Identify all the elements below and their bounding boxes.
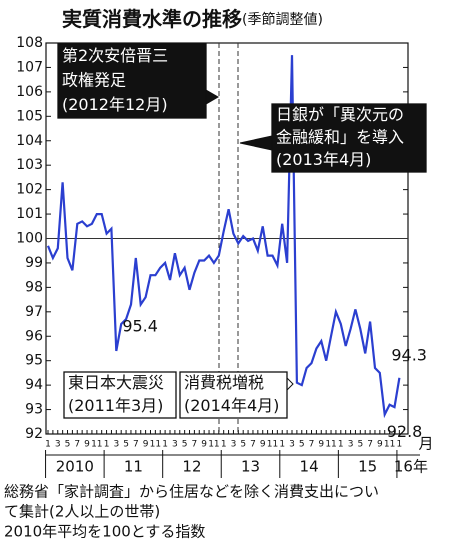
year-label: 12 [182, 458, 201, 476]
y-tick-label: 100 [16, 231, 43, 247]
y-tick-label: 104 [16, 133, 43, 149]
y-tick-label: 94 [25, 377, 43, 393]
x-tick-label: 5 [240, 440, 246, 450]
x-tick-label: 5 [357, 440, 363, 450]
year-label: 13 [241, 458, 260, 476]
x-tick-label: 1 [279, 440, 285, 450]
annotation-box [63, 371, 177, 419]
annotation-text: (2014年4月) [184, 396, 279, 415]
x-tick-label: 11 [384, 440, 395, 450]
note: 2010年平均を100とする指数 [4, 523, 205, 541]
annotation-text: (2011年3月) [68, 396, 163, 415]
year-label: 2010 [56, 458, 94, 476]
x-tick-label: 3 [289, 440, 295, 450]
y-tick-label: 102 [16, 182, 43, 198]
x-tick-label: 3 [113, 440, 119, 450]
x-tick-label: 1 [338, 440, 344, 450]
y-tick-label: 92 [25, 426, 43, 442]
x-tick-label: 7 [133, 440, 139, 450]
annotation-text: 金融緩和」を導入 [276, 128, 404, 147]
y-tick-label: 96 [25, 328, 43, 344]
y-tick-label: 107 [16, 59, 43, 75]
x-tick-label: 11 [325, 440, 336, 450]
x-tick-label: 3 [55, 440, 61, 450]
value-label: 92.8 [387, 422, 423, 441]
annotation-box [179, 371, 288, 419]
annotation-text: 日銀が「異次元の [276, 105, 404, 124]
annotation-text: (2012年12月) [62, 95, 168, 114]
y-tick-label: 101 [16, 206, 43, 222]
x-tick-label: 11 [91, 440, 102, 450]
y-tick-label: 103 [16, 157, 43, 173]
year-label: 15 [358, 458, 377, 476]
x-tick-label: 1 [104, 440, 110, 450]
x-tick-label: 3 [231, 440, 237, 450]
x-tick-label: 5 [123, 440, 129, 450]
y-tick-label: 98 [25, 279, 43, 295]
x-tick-label: 1 [396, 440, 402, 450]
x-tick-label: 9 [318, 440, 324, 450]
x-tick-label: 9 [201, 440, 207, 450]
x-tick-label: 1 [162, 440, 168, 450]
y-tick-label: 93 [25, 402, 43, 418]
annotation-text: 東日本大震災 [68, 373, 164, 392]
y-tick-label: 106 [16, 84, 43, 100]
y-tick-label: 95 [25, 353, 43, 369]
x-tick-label: 1 [221, 440, 227, 450]
y-tick-label: 97 [25, 304, 43, 320]
annotation-text: (2013年4月) [276, 150, 371, 169]
year-label: 11 [124, 458, 143, 476]
x-tick-label: 5 [65, 440, 71, 450]
value-label: 95.4 [122, 316, 158, 335]
chart-title: 実質消費水準の推移(季節調整値) [62, 7, 323, 31]
x-tick-label: 9 [84, 440, 90, 450]
annotation-text: 消費税増税 [184, 373, 264, 392]
x-tick-label: 7 [367, 440, 373, 450]
subtitle: (季節調整値) [242, 11, 323, 28]
x-tick-label: 7 [309, 440, 315, 450]
annotation-box [271, 103, 427, 173]
x-tick-label: 7 [74, 440, 80, 450]
y-tick-label: 105 [16, 108, 43, 124]
x-axis-label: 月 [418, 435, 433, 453]
x-tick-label: 3 [348, 440, 354, 450]
note: て集計(2人以上の世帯) [4, 503, 160, 521]
x-tick-label: 5 [182, 440, 188, 450]
y-tick-label: 108 [16, 35, 43, 51]
x-tick-label: 7 [192, 440, 198, 450]
x-tick-label: 5 [299, 440, 305, 450]
x-tick-label: 11 [150, 440, 161, 450]
data-line [46, 55, 401, 419]
annotation-arrow [239, 135, 273, 151]
x-tick-label: 9 [377, 440, 383, 450]
y-tick-label: 99 [25, 255, 43, 271]
annotation-box [57, 43, 207, 119]
annotation-text: 政権発足 [62, 71, 126, 90]
x-tick-label: 11 [267, 440, 278, 450]
year-label: 16年 [394, 458, 428, 476]
x-tick-label: 11 [208, 440, 219, 450]
note: 総務省「家計調査」から住居などを除く消費支出につい [4, 483, 379, 501]
x-tick-label: 9 [260, 440, 266, 450]
x-tick-label: 9 [143, 440, 149, 450]
x-tick-label: 7 [250, 440, 256, 450]
x-tick-label: 3 [172, 440, 178, 450]
title: 実質消費水準の推移 [62, 7, 242, 31]
x-tick-label: 1 [45, 440, 51, 450]
annotation-arrow [205, 89, 219, 105]
annotation-text: 第2次安倍晋三 [62, 46, 168, 65]
value-label: 94.3 [391, 345, 427, 364]
year-label: 14 [300, 458, 319, 476]
annotation-arrow [286, 376, 294, 392]
